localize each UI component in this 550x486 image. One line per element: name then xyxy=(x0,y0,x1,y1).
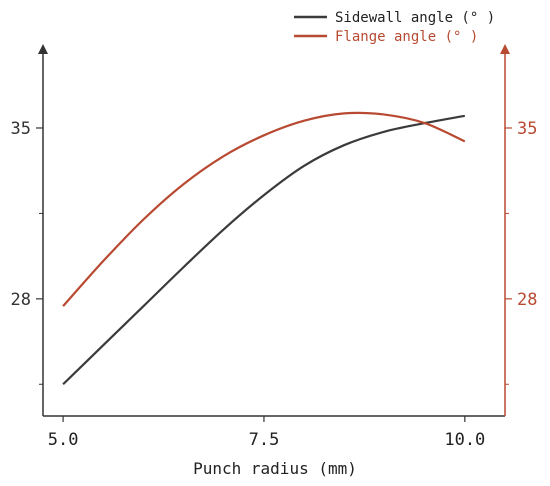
legend-label-flange: Flange angle (° ) xyxy=(335,29,478,45)
left-y-tick-label: 35 xyxy=(11,119,31,139)
series-line-sidewall xyxy=(62,114,466,386)
x-tick-label: 10.0 xyxy=(444,430,485,450)
x-axis-title: Punch radius (mm) xyxy=(193,459,357,478)
legend-label-sidewall: Sidewall angle (° ) xyxy=(335,10,495,26)
series-lines xyxy=(62,111,466,386)
right-y-axis-arrow xyxy=(500,44,510,54)
right-y-tick-label: 28 xyxy=(517,290,537,310)
left-y-axis-arrow xyxy=(38,44,48,54)
x-tick-label: 7.5 xyxy=(249,430,280,450)
right-y-tick-label: 35 xyxy=(517,119,537,139)
x-tick-label: 5.0 xyxy=(48,430,79,450)
ticks: 5.0 7.5 10.0 28 35 28 35 xyxy=(11,119,538,450)
series-line-flange xyxy=(62,111,466,307)
legend: Sidewall angle (° ) Flange angle (° ) xyxy=(294,10,495,45)
left-y-tick-label: 28 xyxy=(11,290,31,310)
axes xyxy=(38,44,510,417)
